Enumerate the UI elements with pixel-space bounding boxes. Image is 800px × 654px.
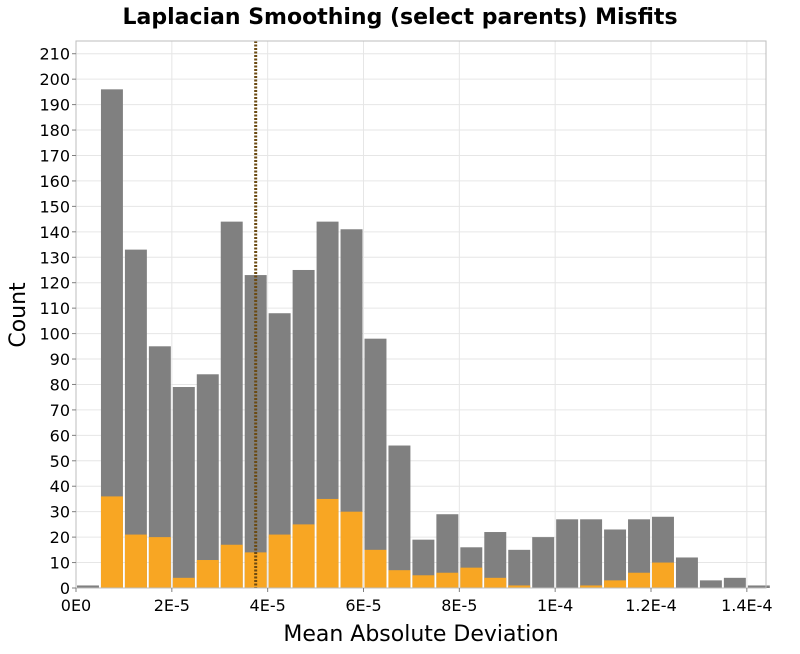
- bar-total: [580, 519, 603, 588]
- bar-subset: [124, 534, 147, 588]
- bar-total: [388, 445, 411, 588]
- x-tick-label: 8E-5: [441, 596, 477, 615]
- x-tick-label: 1.4E-4: [721, 596, 773, 615]
- bar-total: [508, 549, 531, 588]
- bar-total: [292, 269, 315, 588]
- bar-total: [148, 346, 171, 588]
- y-tick-label: 140: [39, 223, 70, 242]
- bar-total: [699, 580, 722, 588]
- bar-subset: [412, 575, 435, 588]
- bar-subset: [604, 580, 627, 588]
- y-tick-label: 200: [39, 70, 70, 89]
- axis-ticks: 0 10 20 30 40 50 60 70 80 90 100 110 120 130 140 150 160…: [39, 45, 772, 615]
- y-axis-label: Count: [6, 282, 31, 348]
- bar-total: [244, 275, 267, 588]
- y-tick-label: 210: [39, 45, 70, 64]
- y-tick-label: 10: [50, 554, 70, 573]
- bar-total: [316, 221, 339, 588]
- bar-total: [604, 529, 627, 588]
- y-tick-label: 170: [39, 146, 70, 165]
- y-tick-label: 100: [39, 325, 70, 344]
- x-tick-label: 0E0: [61, 596, 91, 615]
- bar-subset: [268, 534, 291, 588]
- y-tick-label: 130: [39, 248, 70, 267]
- bar-subset: [316, 498, 339, 588]
- bar-subset: [580, 585, 603, 588]
- bar-subset: [148, 537, 171, 588]
- chart-title: Laplacian Smoothing (select parents) Mis…: [122, 5, 677, 30]
- bar-total: [220, 221, 243, 588]
- y-tick-label: 60: [50, 426, 70, 445]
- y-tick-label: 190: [39, 96, 70, 115]
- bar-total: [172, 387, 195, 588]
- bar-total: [364, 338, 387, 588]
- y-tick-label: 20: [50, 528, 70, 547]
- bar-subset: [508, 585, 531, 588]
- y-tick-label: 40: [50, 477, 70, 496]
- bar-subset: [484, 577, 507, 588]
- bar-total: [628, 519, 650, 588]
- y-tick-label: 90: [50, 350, 70, 369]
- bar-total: [196, 374, 219, 588]
- bar-total: [675, 557, 698, 588]
- bar-subset: [460, 567, 483, 588]
- x-tick-label: 4E-5: [250, 596, 286, 615]
- x-axis-label: Mean Absolute Deviation: [283, 622, 558, 647]
- x-tick-label: 6E-5: [345, 596, 381, 615]
- x-tick-label: 1.2E-4: [625, 596, 677, 615]
- bar-total: [268, 313, 291, 588]
- y-tick-label: 150: [39, 197, 70, 216]
- bar-subset: [196, 560, 219, 588]
- bar-subset: [388, 570, 411, 588]
- bar-total: [100, 89, 123, 588]
- bar-total: [747, 585, 770, 588]
- bar-total: [532, 537, 555, 588]
- plot-border: [75, 40, 767, 589]
- bar-total: [556, 519, 579, 588]
- y-tick-label: 110: [39, 299, 70, 318]
- bars: [77, 89, 770, 588]
- bar-subset: [436, 572, 459, 588]
- bar-total: [124, 249, 147, 588]
- y-tick-label: 30: [50, 503, 70, 522]
- bar-total: [77, 585, 99, 588]
- bar-subset: [220, 544, 243, 588]
- y-tick-label: 70: [50, 401, 70, 420]
- bar-subset: [172, 577, 195, 588]
- bar-subset: [292, 524, 315, 588]
- y-tick-label: 80: [50, 375, 70, 394]
- bar-total: [340, 229, 363, 588]
- bar-subset: [100, 496, 123, 588]
- y-tick-label: 0: [60, 579, 70, 598]
- x-tick-label: 1E-4: [537, 596, 573, 615]
- x-tick-label: 2E-5: [154, 596, 190, 615]
- bar-subset: [652, 562, 674, 588]
- bar-total: [436, 514, 459, 588]
- bar-subset: [628, 572, 650, 588]
- bar-subset: [364, 549, 387, 588]
- bar-subset: [340, 511, 363, 588]
- y-tick-label: 180: [39, 121, 70, 140]
- bar-total: [723, 577, 746, 588]
- bar-total: [484, 532, 507, 588]
- y-tick-label: 50: [50, 452, 70, 471]
- y-tick-label: 120: [39, 274, 70, 293]
- y-tick-label: 160: [39, 172, 70, 191]
